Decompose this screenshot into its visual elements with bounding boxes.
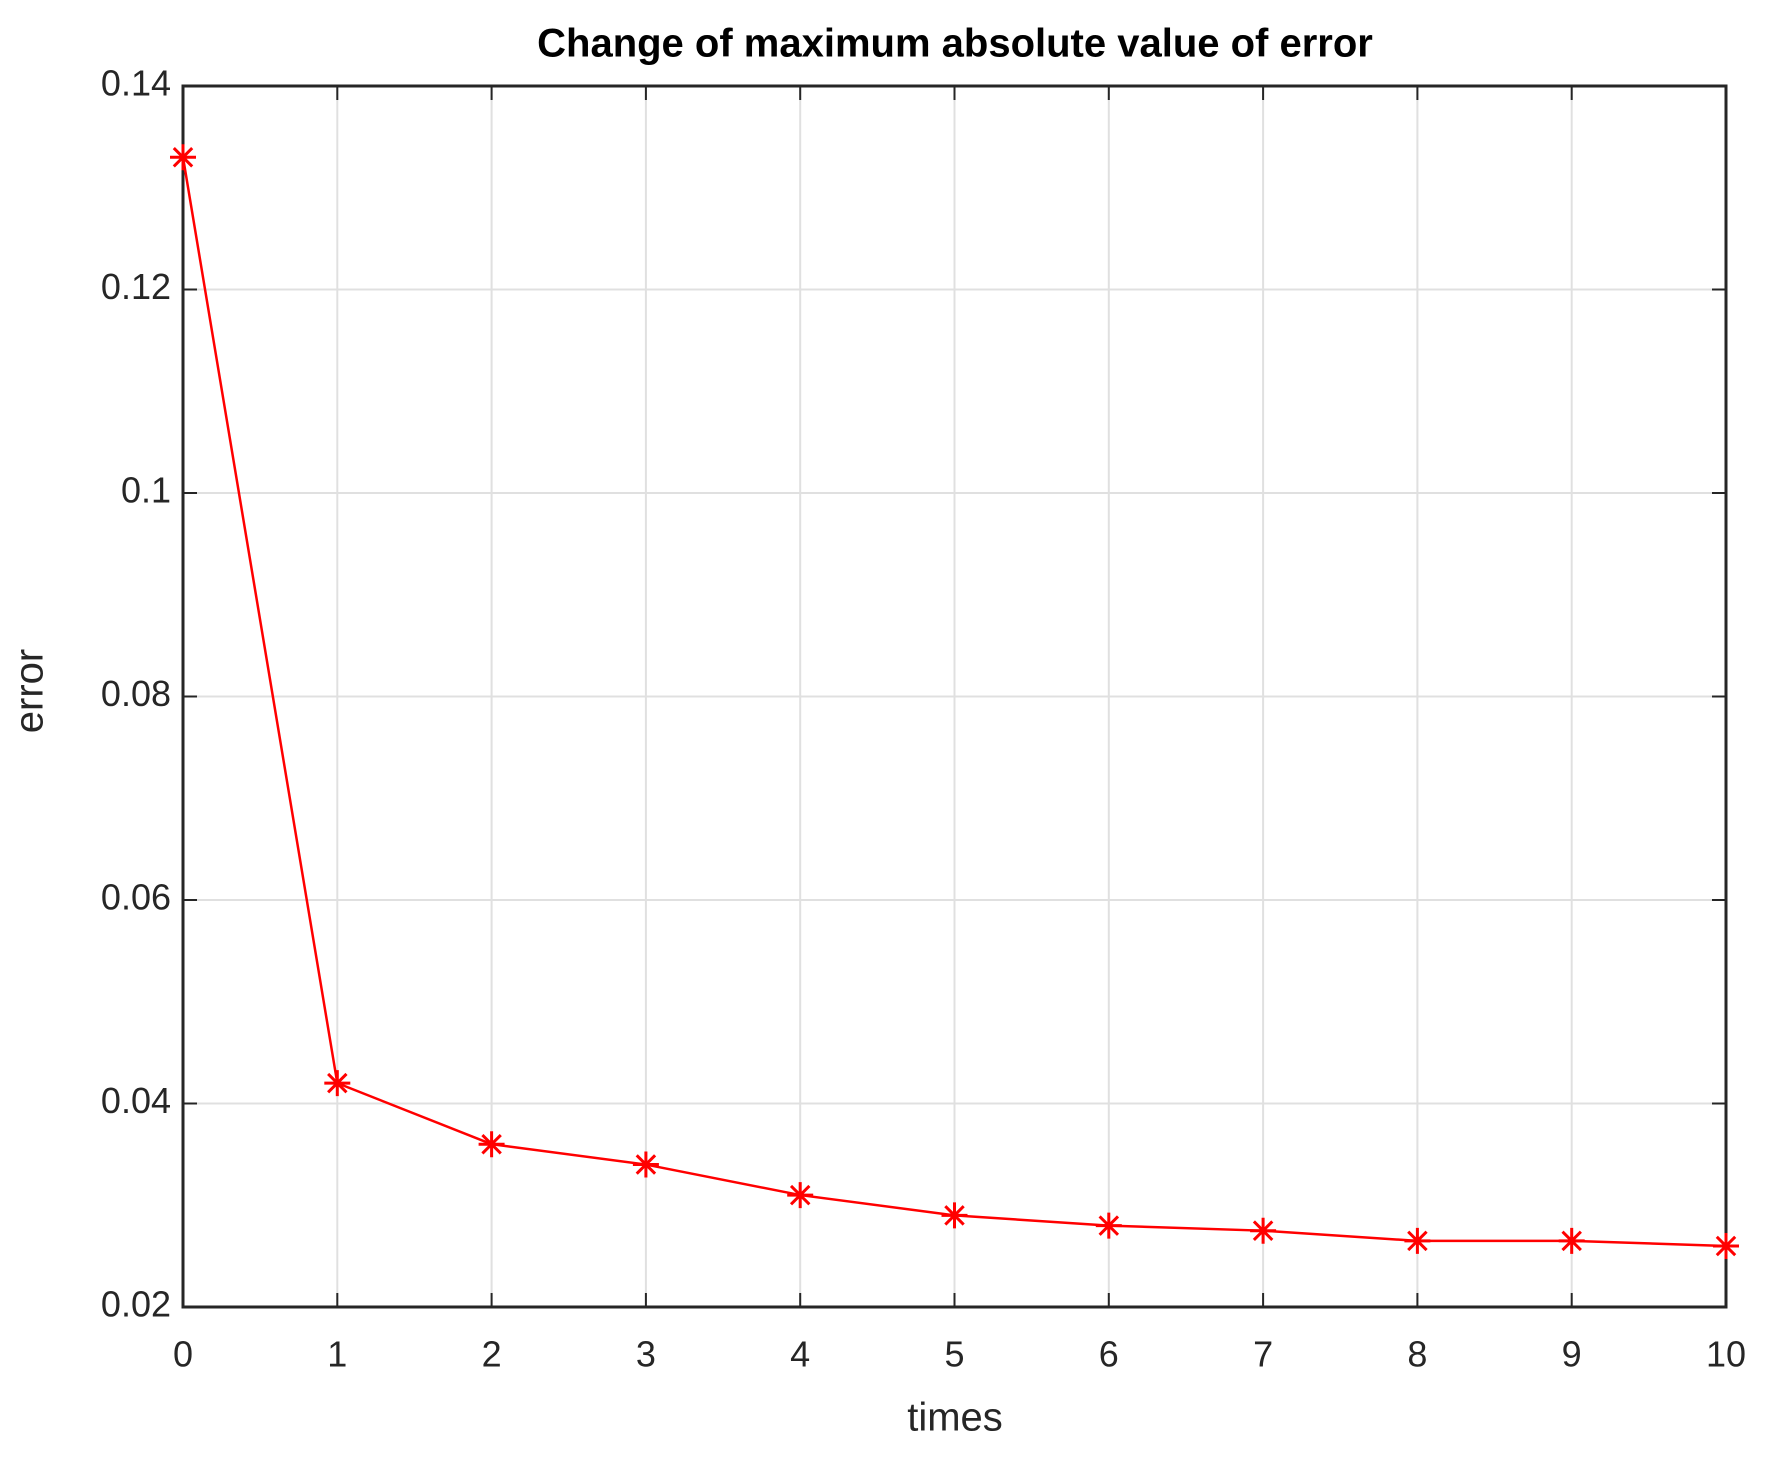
y-axis-label: error [8,649,52,733]
x-tick-label: 1 [327,1334,347,1375]
y-tick-label: 0.02 [101,1284,171,1325]
x-tick-label: 0 [173,1334,193,1375]
data-marker [1095,1212,1122,1239]
x-tick-label: 10 [1706,1334,1746,1375]
axes-box [181,84,1728,1309]
data-marker [1404,1227,1431,1254]
x-tick-label: 6 [1099,1334,1119,1375]
data-marker [632,1151,659,1178]
data-marker [1558,1227,1585,1254]
data-marker [170,144,196,171]
y-tick-label: 0.04 [101,1080,171,1121]
data-marker [787,1182,814,1209]
data-marker [324,1070,351,1097]
x-tick-label: 8 [1407,1334,1427,1375]
y-tick-label: 0.12 [101,266,171,307]
x-tick-label: 9 [1562,1334,1582,1375]
data-marker [1713,1232,1739,1259]
y-tick-label: 0.14 [101,63,171,104]
data-marker [478,1131,505,1158]
x-tick-label: 2 [482,1334,502,1375]
y-tick-label: 0.06 [101,877,171,918]
x-tick-label: 3 [636,1334,656,1375]
x-tick-label: 4 [790,1334,810,1375]
x-axis-label: times [907,1396,1003,1440]
x-tick-label: 5 [944,1334,964,1375]
y-tick-label: 0.08 [101,673,171,714]
chart-title: Change of maximum absolute value of erro… [537,22,1373,66]
data-marker [1250,1217,1277,1244]
x-tick-label: 7 [1253,1334,1273,1375]
data-marker [941,1202,968,1229]
y-tick-label: 0.1 [121,470,171,511]
